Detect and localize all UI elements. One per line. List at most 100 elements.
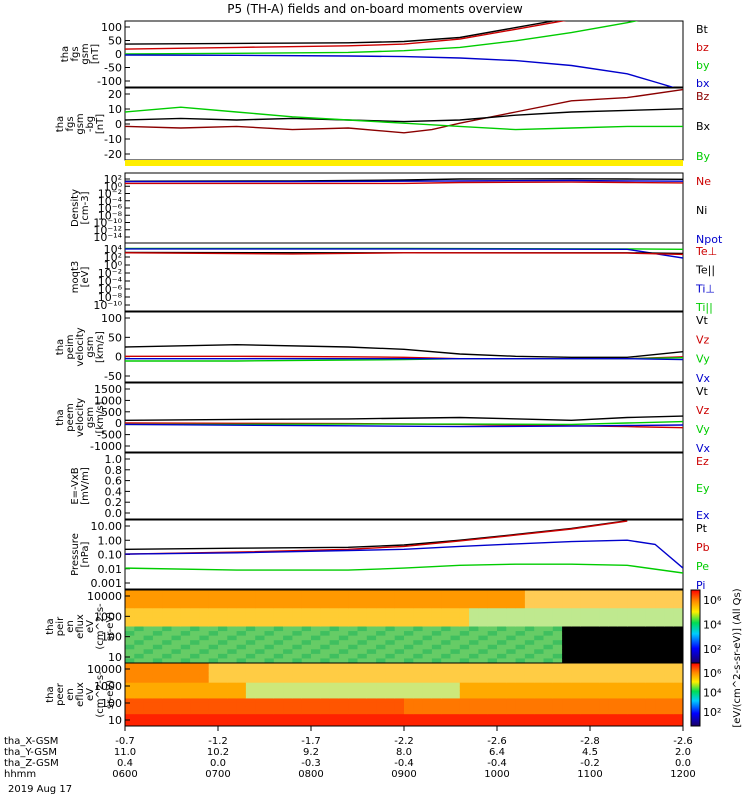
spectrogram-cell	[673, 670, 683, 676]
spectrogram-cell	[385, 678, 396, 684]
spectrogram-cell	[459, 698, 470, 703]
spectrogram-cell	[208, 594, 219, 600]
spectrogram-cell	[450, 698, 461, 703]
spectrogram-cell	[311, 640, 321, 646]
spectrogram-cell	[450, 718, 461, 723]
spectrogram-cell	[245, 649, 256, 655]
spectrogram-cell	[218, 649, 228, 655]
spectrogram-cell	[552, 670, 563, 676]
y-tick-label: 0	[115, 351, 122, 364]
spectrogram-cell	[590, 714, 600, 719]
spectrogram-cell	[292, 698, 303, 703]
legend-entry: Pt	[696, 522, 708, 535]
spectrogram-cell	[348, 590, 358, 596]
spectrogram-cell	[311, 710, 321, 715]
spectrogram-cell	[422, 594, 433, 600]
spectrogram-cell	[655, 678, 665, 684]
spectrogram-cell	[515, 635, 526, 641]
spectrogram-cell	[562, 670, 572, 676]
spectrogram-cell	[552, 702, 563, 707]
spectrogram-cell	[311, 694, 321, 699]
spectrogram-cell	[255, 635, 265, 641]
spectrogram-cell	[283, 674, 293, 680]
spectrogram-cell	[218, 658, 228, 663]
spectrogram-cell	[255, 702, 265, 707]
spectrogram-cell	[134, 608, 145, 614]
spectrogram-cell	[469, 674, 479, 680]
spectrogram-cell	[487, 658, 498, 663]
spectrogram-cell	[245, 686, 256, 692]
spectrogram-cell	[171, 640, 182, 646]
spectrogram-cell	[394, 678, 405, 684]
spectrogram-cell	[338, 640, 349, 646]
spectrogram-cell	[404, 644, 414, 650]
spectrogram-cell	[497, 663, 507, 668]
spectrogram-cell	[655, 653, 665, 659]
spectrogram-cell	[338, 644, 349, 650]
spectrogram-cell	[497, 682, 507, 688]
spectrogram-cell	[459, 670, 470, 676]
spectrogram-cell	[664, 649, 675, 655]
spectrogram-cell	[311, 621, 321, 627]
spectrogram-cell	[329, 626, 340, 632]
spectrogram-cell	[273, 714, 284, 719]
spectrogram-cell	[422, 722, 433, 726]
spectrogram-cell	[366, 714, 377, 719]
spectrogram-cell	[450, 694, 461, 699]
spectrogram-cell	[245, 621, 256, 627]
spectrogram-cell	[255, 663, 265, 668]
spectrogram-cell	[385, 621, 396, 627]
spectrogram-cell	[543, 590, 554, 596]
spectrogram-cell	[506, 666, 517, 672]
spectrogram-cell	[543, 621, 554, 627]
spectrogram-cell	[227, 626, 238, 632]
spectrogram-cell	[506, 686, 517, 692]
spectrogram-cell	[152, 599, 163, 605]
spectrogram-cell	[552, 718, 563, 723]
spectrogram-cell	[422, 599, 433, 605]
spectrogram-cell	[218, 635, 228, 641]
spectrogram-cell	[478, 706, 489, 711]
spectrogram-cell	[394, 617, 405, 623]
spectrogram-cell	[376, 653, 386, 659]
y-axis-label: gsm	[75, 113, 86, 134]
spectrogram-cell	[608, 663, 619, 668]
x-tick-label: 0900	[391, 769, 416, 780]
spectrogram-cell	[338, 621, 349, 627]
spectrogram-cell	[469, 710, 479, 715]
y-axis-label: gsm	[85, 407, 96, 428]
spectrogram-cell	[292, 663, 303, 668]
spectrogram-cell	[264, 722, 275, 726]
spectrogram-cell	[534, 670, 544, 676]
spectrogram-cell	[422, 608, 433, 614]
panel-frame	[124, 519, 684, 590]
spectrogram-cell	[320, 663, 331, 668]
spectrogram-cell	[366, 653, 377, 659]
spectrogram-cell	[450, 674, 461, 680]
spectrogram-cell	[413, 718, 424, 723]
series-line-by	[125, 21, 639, 55]
spectrogram-cell	[617, 594, 628, 600]
spectrogram-cell	[627, 626, 637, 632]
spectrogram-cell	[404, 635, 414, 641]
series-line-Vt	[125, 343, 683, 358]
spectrogram-cell	[497, 686, 507, 692]
spectrogram-cell	[571, 594, 582, 600]
spectrogram-cell	[506, 658, 517, 663]
spectrogram-cell	[273, 617, 284, 623]
spectrogram-cell	[162, 670, 172, 676]
series-line-Pt	[125, 520, 628, 550]
spectrogram-cell	[376, 635, 386, 641]
spectrogram-cell	[636, 663, 647, 668]
spectrogram-cell	[552, 690, 563, 695]
spectrogram-cell	[636, 690, 647, 695]
spectrogram-cell	[264, 698, 275, 703]
y-tick-label: 10000	[87, 663, 122, 676]
spectrogram-cell	[357, 608, 368, 614]
spectrogram-cell	[422, 694, 433, 699]
spectrogram-cell	[571, 678, 582, 684]
spectrogram-cell	[617, 690, 628, 695]
spectrogram-cell	[376, 617, 386, 623]
spectrogram-cell	[376, 612, 386, 618]
